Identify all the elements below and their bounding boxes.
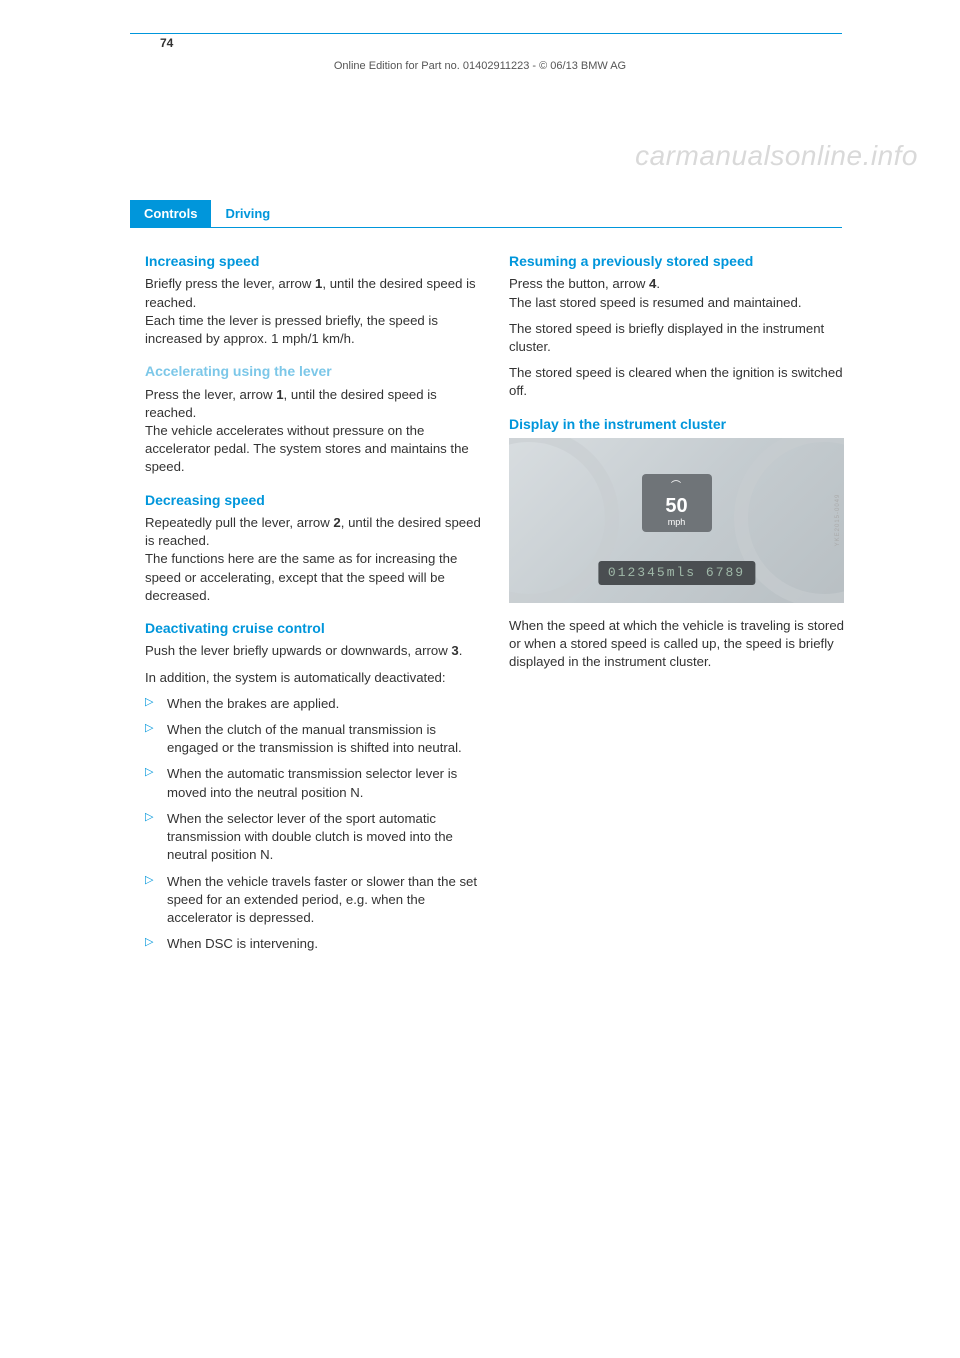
para: Briefly press the lever, arrow 1, until … [145, 275, 481, 311]
page-number: 74 [160, 36, 173, 50]
heading-deactivating-cruise: Deactivating cruise control [145, 619, 481, 638]
image-code: YKE2015-0049 [834, 494, 842, 547]
text: Press the button, arrow [509, 276, 649, 291]
speed-arc-icon: ⌒ [642, 480, 712, 494]
text: Repeatedly pull the lever, arrow [145, 515, 333, 530]
para: In addition, the system is automatically… [145, 669, 481, 687]
arrow-ref: 1 [276, 387, 283, 402]
left-column: Increasing speed Briefly press the lever… [145, 252, 481, 961]
arrow-ref: 3 [451, 643, 458, 658]
text: Press the lever, arrow [145, 387, 276, 402]
page-number-rule [130, 33, 842, 34]
speed-indicator: ⌒ 50 mph [642, 474, 712, 532]
para: Repeatedly pull the lever, arrow 2, unti… [145, 514, 481, 550]
para: Press the lever, arrow 1, until the desi… [145, 386, 481, 422]
heading-display-cluster: Display in the instrument cluster [509, 415, 845, 434]
content-columns: Increasing speed Briefly press the lever… [145, 252, 845, 961]
text: Briefly press the lever, arrow [145, 276, 315, 291]
para: Press the button, arrow 4. [509, 275, 845, 293]
speed-value: 50 [642, 496, 712, 516]
para: Push the lever briefly upwards or downwa… [145, 642, 481, 660]
para: The stored speed is cleared when the ign… [509, 364, 845, 400]
para: The last stored speed is resumed and mai… [509, 294, 845, 312]
text: Push the lever briefly upwards or downwa… [145, 643, 451, 658]
deactivation-list: When the brakes are applied. When the cl… [145, 695, 481, 954]
heading-accelerating-lever: Accelerating using the lever [145, 362, 481, 381]
heading-increasing-speed: Increasing speed [145, 252, 481, 271]
list-item: When the brakes are applied. [145, 695, 481, 713]
list-item: When the selector lever of the sport aut… [145, 810, 481, 865]
arrow-ref: 2 [333, 515, 340, 530]
manual-page: Controls Driving Increasing speed Briefl… [0, 0, 960, 200]
instrument-cluster-image: ⌒ 50 mph 012345mls 6789 YKE2015-0049 [509, 438, 844, 603]
para: The functions here are the same as for i… [145, 550, 481, 605]
para: When the speed at which the vehicle is t… [509, 617, 845, 672]
header-tabs: Controls Driving [130, 200, 842, 228]
heading-decreasing-speed: Decreasing speed [145, 491, 481, 510]
text: . [459, 643, 463, 658]
list-item: When the vehicle travels faster or slowe… [145, 873, 481, 928]
para: Each time the lever is pressed briefly, … [145, 312, 481, 348]
speed-unit: mph [642, 516, 712, 528]
list-item: When the clutch of the manual transmissi… [145, 721, 481, 757]
odometer-display: 012345mls 6789 [598, 561, 755, 585]
tab-controls: Controls [130, 200, 211, 227]
para: The stored speed is briefly displayed in… [509, 320, 845, 356]
watermark: carmanualsonline.info [635, 140, 918, 172]
list-item: When DSC is intervening. [145, 935, 481, 953]
para: The vehicle accelerates without pressure… [145, 422, 481, 477]
list-item: When the automatic transmission selector… [145, 765, 481, 801]
footer-edition-line: Online Edition for Part no. 01402911223 … [334, 60, 626, 72]
heading-resuming-speed: Resuming a previously stored speed [509, 252, 845, 271]
text: . [656, 276, 660, 291]
tab-driving: Driving [211, 200, 284, 227]
right-column: Resuming a previously stored speed Press… [509, 252, 845, 961]
